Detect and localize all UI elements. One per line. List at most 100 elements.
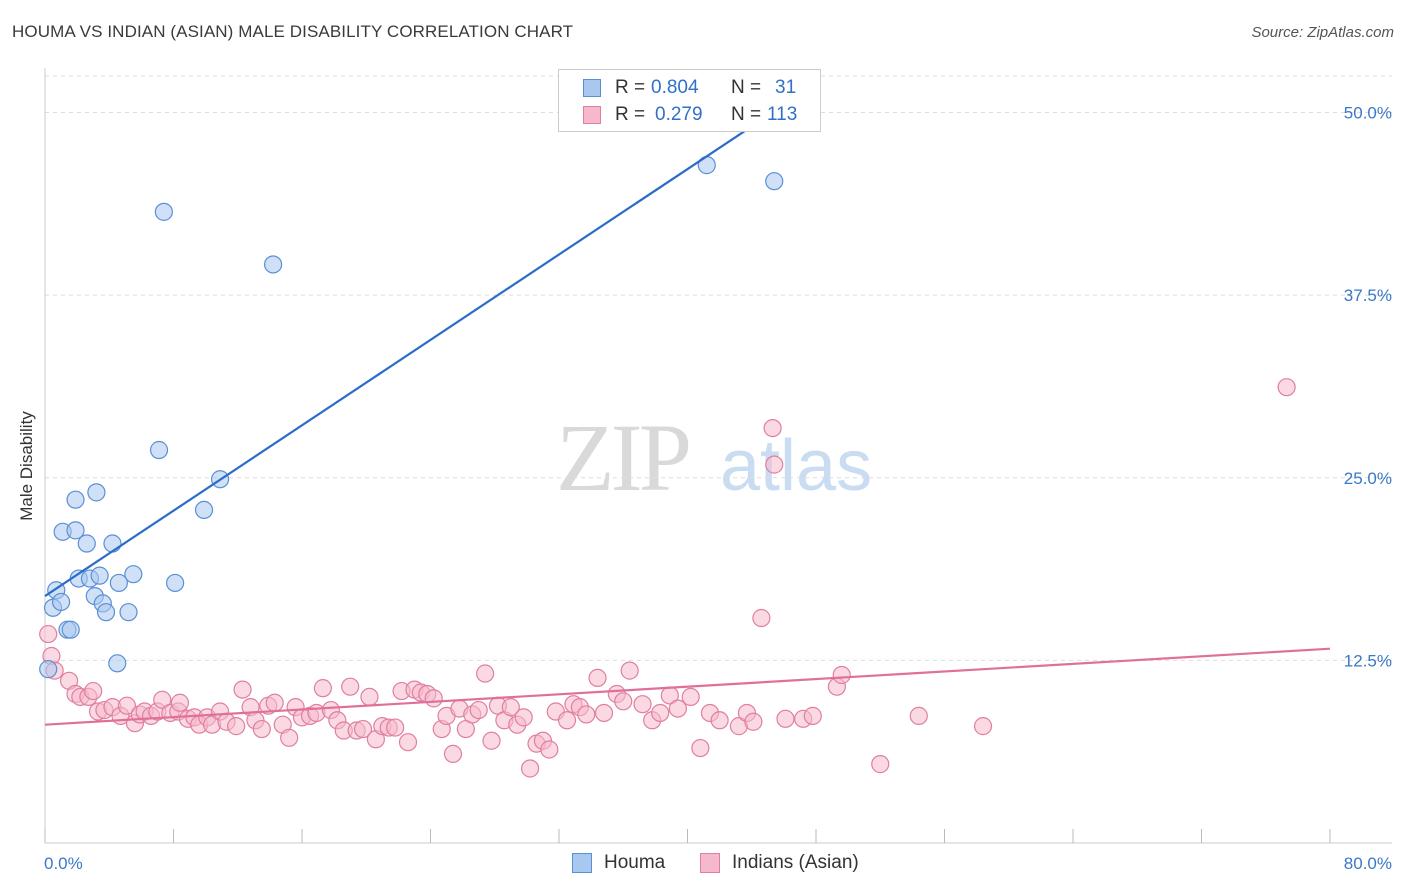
houma-point [39,660,58,679]
bottom-legend-label-houma: Houma [604,852,666,873]
houma-point [263,255,283,274]
indian-point [501,698,520,717]
indian-point [227,717,246,736]
watermark-atlas: atlas [720,426,872,506]
indian-trendline [44,647,1331,726]
series-indians-asian [39,378,1296,778]
indian-point [84,681,103,701]
indian-point [424,689,443,708]
series-houma [39,103,784,679]
indian-point [776,709,795,728]
indian-point [540,740,559,759]
indian-point [1277,378,1296,397]
indian-point [443,744,463,763]
houma-point [51,592,71,612]
houma-point [61,620,80,639]
houma-point [108,654,127,673]
legend-row-indian: R = 0.279 N = 113 [559,102,820,128]
indian-point [233,680,252,699]
houma-point [66,490,85,509]
indian-point [588,668,607,688]
indian-point [117,696,137,715]
chart-title: HOUMA VS INDIAN (ASIAN) MALE DISABILITY … [12,22,574,41]
legend-swatch-indian [583,106,601,124]
indian-point [620,661,639,680]
legend-swatch-houma [583,79,601,97]
indian-point [668,699,687,718]
indian-point [710,711,729,730]
houma-trendline [44,111,774,598]
indian-point [763,418,782,438]
indian-point [752,608,771,628]
legend-r-label: R = [615,104,646,125]
watermark: ZIP atlas [556,404,872,511]
y-tick-label: 12.5% [1344,651,1392,670]
legend-r-value: 0.279 [655,104,703,125]
houma-point [765,172,784,191]
tick-labels: 12.5% 25.0% 37.5% 50.0% 0.0% 80.0% [44,104,1392,873]
bottom-legend-swatch-houma [572,853,592,873]
houma-point [77,534,96,553]
watermark-zip: ZIP [556,404,689,511]
indian-point [594,703,614,723]
indian-point [313,679,332,698]
y-tick-label: 25.0% [1344,469,1392,488]
y-tick-label: 50.0% [1344,104,1392,123]
bottom-legend-swatch-indian [700,853,720,873]
indian-point [353,719,373,739]
indian-point [280,728,299,747]
indian-point [341,677,360,696]
indian-point [832,665,851,685]
indian-point [476,664,495,683]
indian-point [482,731,501,750]
y-axis-label-text: Male Disability [17,411,36,521]
indian-point [398,733,418,752]
houma-point [109,573,128,593]
legend-r-value: 0.804 [651,77,699,98]
indian-point [360,687,379,707]
legend-n-value: 113 [767,104,798,125]
houma-point [96,603,116,622]
indian-point [681,687,700,707]
trendlines [44,111,1331,726]
indian-point [614,692,633,711]
houma-point [90,566,109,585]
houma-point [66,521,85,540]
indian-point [765,455,784,474]
bottom-legend-label-indian: Indians (Asian) [732,852,859,873]
indian-point [871,755,890,774]
legend-n-label: N = [731,77,762,98]
legend-n-value: 31 [775,77,797,98]
legend-r-label: R = [615,77,646,98]
houma-point [154,202,173,221]
houma-point [194,500,214,520]
legend-n-label: N = [731,104,762,125]
x-tick-label: 80.0% [1344,854,1392,873]
houma-point [149,440,169,460]
indian-point [170,693,190,712]
indian-point [577,705,596,724]
axes [44,68,1392,844]
houma-point [103,534,122,553]
houma-point [124,565,143,584]
indian-point [514,708,533,727]
indian-point [265,693,284,712]
indian-point [520,759,540,778]
indian-point [469,700,488,720]
indian-point [691,738,710,758]
stats-legend: R = 0.804 N = 31 R = 0.279 N = 113 [558,69,821,132]
x-tick-label: 0.0% [44,854,83,873]
indian-point [744,712,763,731]
indian-point [39,624,58,644]
houma-point [87,483,106,502]
indian-point [633,695,652,714]
indian-point [557,711,577,730]
indian-point [909,706,928,725]
indian-point [973,717,993,736]
indian-point [651,703,670,723]
legend-row-houma: R = 0.804 N = 31 [559,75,820,101]
gridlines [45,75,1392,661]
houma-point [119,603,138,622]
indian-point [803,706,822,725]
